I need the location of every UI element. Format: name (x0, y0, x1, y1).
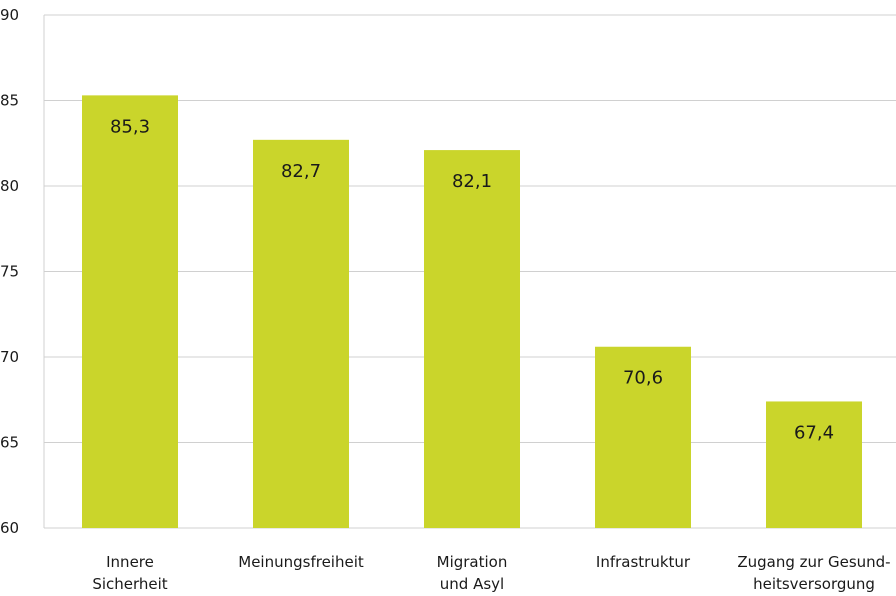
bars: 85,3 82,7 82,1 70,6 67,4 (82, 95, 862, 529)
x-category-label: Infrastruktur (596, 553, 691, 571)
bar (766, 401, 862, 528)
y-tick-label: 60 (0, 519, 19, 537)
x-category-label: Innere (106, 553, 154, 571)
x-category-label: Meinungsfreiheit (238, 553, 364, 571)
bar (424, 150, 520, 528)
y-tick-label: 85 (0, 92, 19, 110)
y-tick-label: 80 (0, 177, 19, 195)
data-label: 82,7 (281, 161, 321, 182)
x-category-label: heitsversorgung (753, 575, 875, 593)
x-category-label: und Asyl (440, 575, 504, 593)
y-tick-label: 70 (0, 348, 19, 366)
data-label: 70,6 (623, 368, 663, 389)
y-axis: 90 85 80 75 70 65 60 (0, 6, 45, 537)
bar (82, 95, 178, 529)
bar (595, 346, 691, 528)
bar (253, 139, 349, 528)
x-axis: Innere Sicherheit Meinungsfreiheit Migratio… (92, 553, 890, 593)
data-label: 67,4 (794, 422, 834, 443)
y-tick-label: 75 (0, 263, 19, 281)
x-category-label: Zugang zur Gesund- (737, 553, 890, 571)
y-tick-label: 65 (0, 434, 19, 452)
x-category-label: Migration (437, 553, 508, 571)
data-label: 82,1 (452, 171, 492, 192)
x-category-label: Sicherheit (92, 575, 167, 593)
data-label: 85,3 (110, 116, 150, 137)
y-tick-label: 90 (0, 6, 19, 24)
